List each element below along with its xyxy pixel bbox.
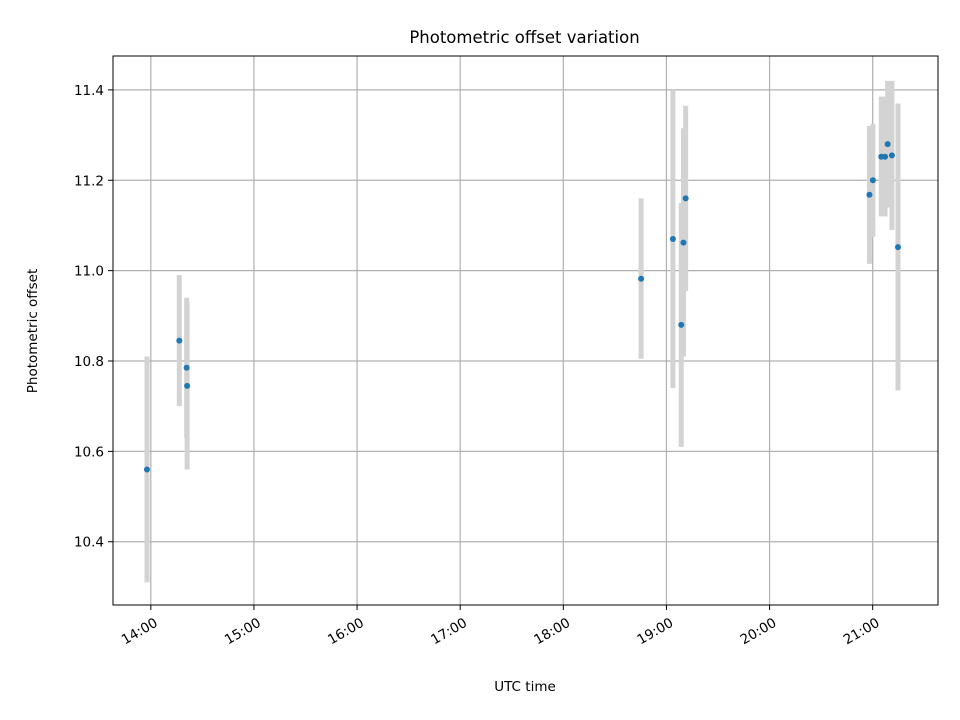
data-point xyxy=(882,153,889,160)
y-tick-label: 10.8 xyxy=(74,354,104,370)
x-axis-label: UTC time xyxy=(494,679,556,695)
plot-frame xyxy=(112,55,939,606)
chart-title: Photometric offset variation xyxy=(409,28,639,47)
data-point xyxy=(894,244,901,251)
y-axis-ticks: 10.4 10.6 10.8 11.0 11.2 11.4 xyxy=(74,83,113,551)
y-tick-label: 11.4 xyxy=(74,83,104,99)
data-point xyxy=(884,141,891,148)
data-point xyxy=(183,364,190,371)
data-point xyxy=(869,177,876,184)
y-tick-label: 10.4 xyxy=(74,535,104,551)
data-point xyxy=(143,466,150,473)
data-point xyxy=(678,321,685,328)
data-point xyxy=(638,275,645,282)
y-tick-label: 11.2 xyxy=(74,173,104,189)
data-point xyxy=(866,191,873,198)
data-point xyxy=(184,382,191,389)
y-axis-label: Photometric offset xyxy=(25,269,41,393)
data-point xyxy=(680,239,687,246)
data-point xyxy=(669,236,676,242)
data-point xyxy=(888,152,895,159)
data-point xyxy=(176,337,183,344)
grid xyxy=(113,56,938,605)
data-point xyxy=(682,195,689,202)
y-tick-label: 11.0 xyxy=(74,264,104,280)
y-tick-label: 10.6 xyxy=(74,444,104,460)
data-points xyxy=(143,141,901,473)
